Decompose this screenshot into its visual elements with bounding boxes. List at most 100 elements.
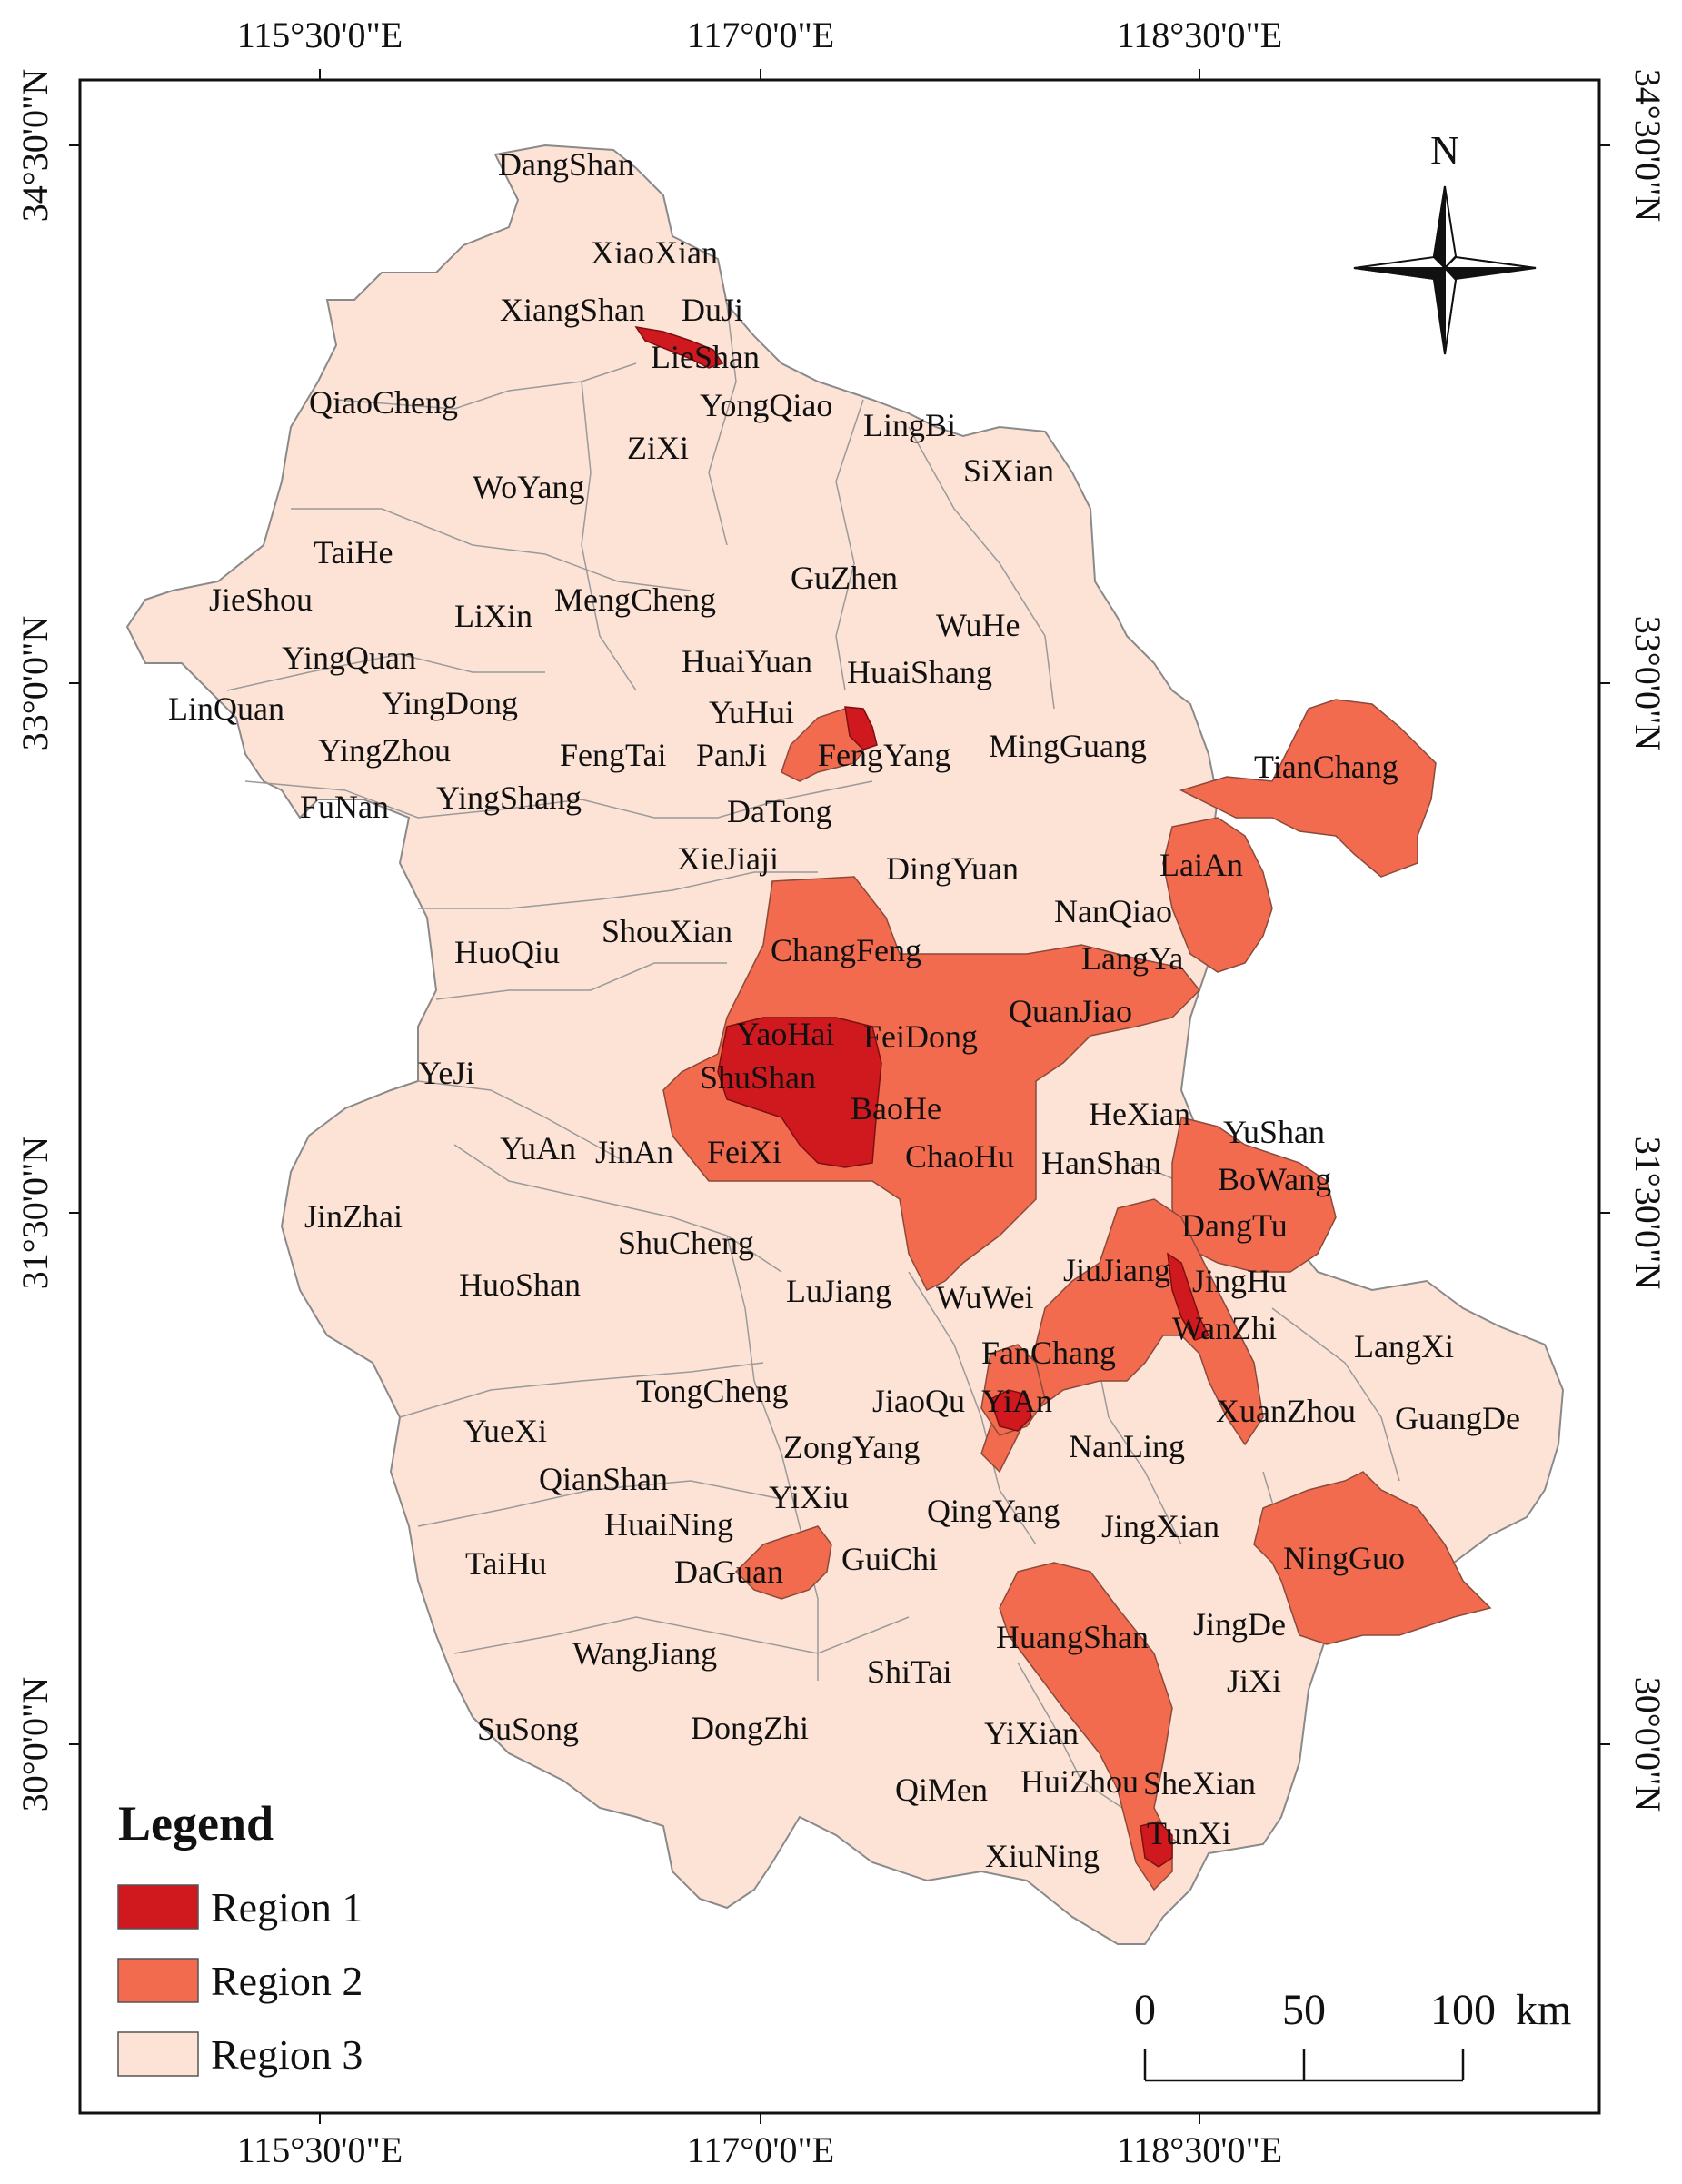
county-label-qianshan: QianShan <box>539 1461 668 1497</box>
county-label-xiejiaji: XieJiaji <box>677 840 779 877</box>
county-label-wanzhi: WanZhi <box>1172 1310 1277 1346</box>
lat-label-right-4: 30°0'0"N <box>1627 1677 1668 1812</box>
scale-bar: 0 50 100 km <box>1134 1986 1571 2082</box>
county-label-yaohai: YaoHai <box>736 1016 834 1052</box>
county-label-yingzhou: YingZhou <box>318 732 451 769</box>
county-borders <box>226 303 1400 1845</box>
county-label-xuanzhou: XuanZhou <box>1216 1393 1356 1429</box>
county-label-changfeng: ChangFeng <box>771 932 921 968</box>
region-duji-lieshan <box>634 325 724 369</box>
county-label-yixiu: YiXiu <box>769 1479 849 1515</box>
region-anqing <box>734 1525 832 1600</box>
county-label-lujiang: LuJiang <box>786 1273 891 1309</box>
county-label-chaohu: ChaoHu <box>905 1138 1014 1175</box>
county-label-lieshan: LieShan <box>651 339 760 375</box>
lat-label-right-1: 34°30'0"N <box>1627 69 1668 222</box>
county-label-susong: SuSong <box>477 1711 579 1747</box>
region-jinghu-jiujiang <box>1167 1252 1210 1341</box>
scale-tick-0: 0 <box>1134 1986 1156 2034</box>
county-label-tongcheng: TongCheng <box>636 1373 788 1409</box>
county-label-jinghu: JingHu <box>1192 1263 1287 1299</box>
county-label-lingbi: LingBi <box>863 407 956 443</box>
county-label-yingdong: YingDong <box>382 685 518 721</box>
county-label-xiuning: XiuNing <box>985 1838 1100 1874</box>
north-arrow: N <box>1353 128 1537 355</box>
county-label-ningguo: NingGuo <box>1283 1540 1405 1576</box>
county-label-nanqiao: NanQiao <box>1054 893 1172 929</box>
lon-label-top-2: 117°0'0"E <box>687 15 834 55</box>
region-hefei-cluster <box>662 876 1201 1292</box>
lon-label-top-3: 118°30'0"E <box>1117 15 1282 55</box>
county-label-qiaocheng: QiaoCheng <box>309 384 458 421</box>
county-label-dangtu: DangTu <box>1181 1207 1288 1244</box>
legend-swatch-region-2 <box>117 1958 199 2003</box>
county-label-jiaoqu: JiaoQu <box>872 1383 965 1419</box>
county-label-woyang: WoYang <box>473 469 584 505</box>
legend-label-region-3: Region 3 <box>211 2031 363 2078</box>
compass-rose-icon <box>1353 185 1537 355</box>
county-label-hanshan: HanShan <box>1041 1145 1161 1181</box>
region-tunxi <box>1140 1821 1173 1868</box>
county-label-tianchang: TianChang <box>1254 749 1398 785</box>
county-label-funan: FuNan <box>300 789 389 825</box>
region-huangshan <box>999 1562 1173 1891</box>
lon-label-top-1: 115°30'0"E <box>237 15 403 55</box>
county-label-jingxian: JingXian <box>1101 1508 1219 1544</box>
county-label-yian: YiAn <box>981 1383 1052 1419</box>
scale-unit: km <box>1516 1986 1571 2034</box>
county-label-yixian: YiXian <box>984 1715 1079 1752</box>
region-huaishang <box>844 706 878 750</box>
county-label-jinan: JinAn <box>595 1134 673 1170</box>
county-label-jingde: JingDe <box>1193 1606 1286 1643</box>
north-label: N <box>1430 128 1459 173</box>
county-label-xiaoxian: XiaoXian <box>591 234 718 271</box>
county-label-quanjiao: QuanJiao <box>1009 993 1132 1029</box>
county-label-taihu: TaiHu <box>465 1545 546 1582</box>
legend-title: Legend <box>118 1796 274 1851</box>
lat-label-left-2: 33°0'0"N <box>15 616 55 750</box>
region-tianchang <box>1179 699 1437 878</box>
county-label-nanling: NanLing <box>1069 1428 1185 1464</box>
region-1-areas <box>634 325 1210 1868</box>
county-label-yushan: YuShan <box>1223 1114 1325 1150</box>
county-label-dangshan: DangShan <box>498 146 634 183</box>
county-labels: DangShan XiaoXian XiangShan DuJi LieShan Qiao… <box>168 146 1520 1874</box>
county-label-huangshan: HuangShan <box>996 1619 1149 1655</box>
region-laian <box>1162 817 1273 973</box>
legend: Legend Region 1 Region 2 Region 3 <box>117 1796 363 2078</box>
county-label-yuan: YuAn <box>500 1130 576 1166</box>
county-label-fengyang: FengYang <box>818 737 950 773</box>
county-label-mengcheng: MengCheng <box>554 581 716 618</box>
region-jiaoqu <box>990 1389 1032 1432</box>
county-label-mingguang: MingGuang <box>989 728 1147 764</box>
county-label-baohe: BaoHe <box>851 1090 941 1127</box>
county-label-qingyang: QingYang <box>927 1493 1060 1529</box>
county-label-huaishang: HuaiShang <box>847 654 992 690</box>
lat-label-left-4: 30°0'0"N <box>15 1677 55 1812</box>
lat-label-left-1: 34°30'0"N <box>15 69 55 222</box>
county-label-feixi: FeiXi <box>707 1134 781 1170</box>
county-label-guangde: GuangDe <box>1395 1400 1520 1436</box>
county-label-huizhou: HuiZhou <box>1020 1763 1139 1800</box>
county-label-yeji: YeJi <box>418 1055 474 1091</box>
county-label-shexian: SheXian <box>1143 1765 1256 1802</box>
scale-tick-50: 50 <box>1282 1986 1326 2034</box>
lon-label-bottom-1: 115°30'0"E <box>237 2129 403 2170</box>
county-label-xiangshan: XiangShan <box>500 292 645 328</box>
county-label-linquan: LinQuan <box>168 690 284 727</box>
county-label-qimen: QiMen <box>895 1772 988 1808</box>
county-label-huaiyuan: HuaiYuan <box>682 643 812 680</box>
county-label-jiujiang: JiuJiang <box>1063 1252 1170 1288</box>
county-label-daguan: DaGuan <box>674 1554 783 1590</box>
county-label-duji: DuJi <box>682 292 743 328</box>
region-ningguo <box>1253 1471 1492 1645</box>
scale-tick-100: 100 <box>1430 1986 1496 2034</box>
county-label-zixi: ZiXi <box>627 430 689 466</box>
county-label-jixi: JiXi <box>1227 1663 1281 1699</box>
county-label-zongyang: ZongYang <box>783 1429 920 1465</box>
county-label-dingyuan: DingYuan <box>886 850 1019 887</box>
county-label-shouxian: ShouXian <box>602 913 732 949</box>
county-label-tunxi: TunXi <box>1147 1815 1231 1851</box>
county-label-langya: LangYa <box>1081 940 1183 977</box>
lat-label-right-3: 31°30'0"N <box>1627 1137 1668 1289</box>
